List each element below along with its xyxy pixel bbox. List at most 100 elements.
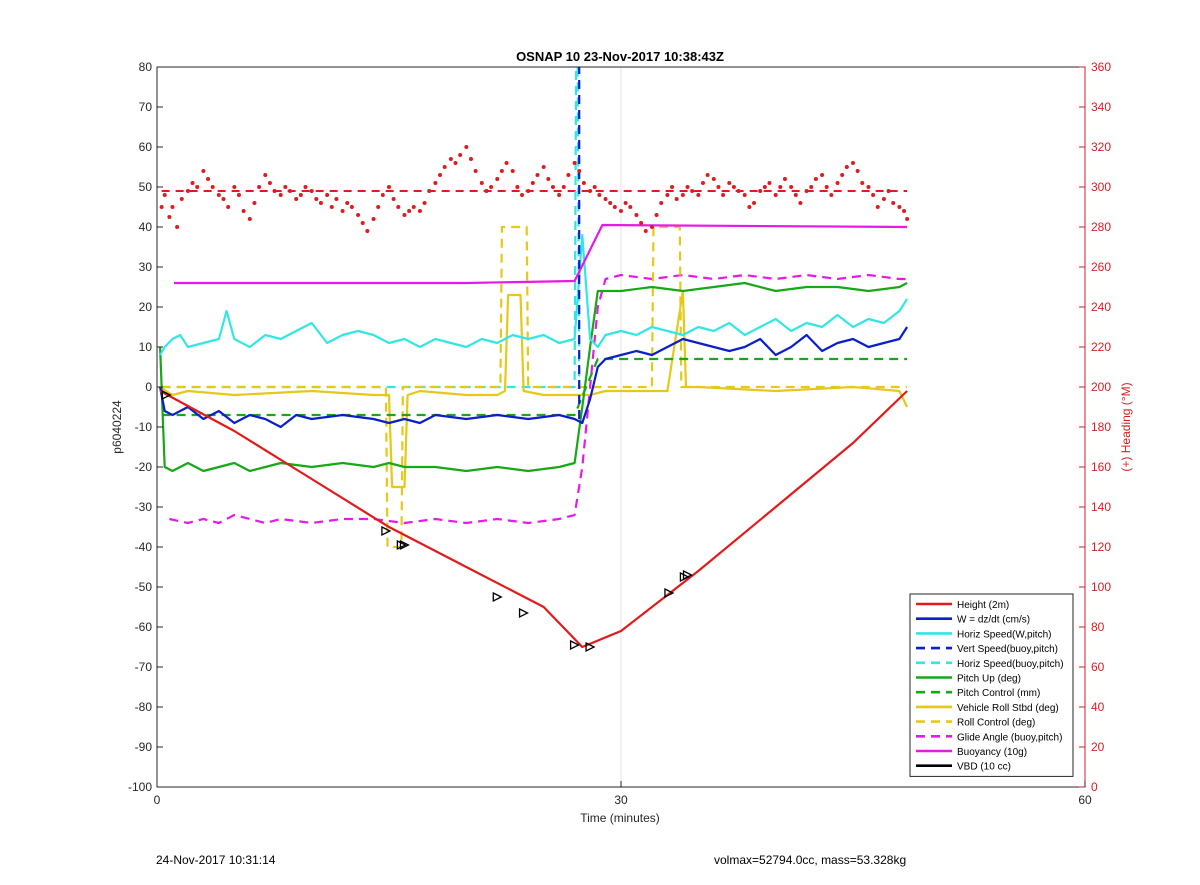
heading-point (711, 177, 716, 181)
heading-point (267, 181, 272, 185)
heading-point (391, 197, 396, 201)
legend-label: Height (2m) (957, 600, 1009, 611)
heading-point (619, 209, 623, 213)
series-buoyancy-10g (174, 223, 908, 285)
triangle-marker (492, 591, 503, 603)
heading-point (690, 189, 695, 193)
heading-point (345, 201, 350, 205)
heading-point (665, 193, 670, 197)
heading-point (442, 165, 447, 169)
heading-point (557, 193, 562, 197)
heading-point (247, 217, 252, 221)
heading-point (402, 213, 407, 217)
heading-point (236, 193, 241, 197)
y-tick-label: -20 (135, 460, 153, 474)
heading-point (731, 185, 736, 189)
y2-tick-label: 40 (1091, 700, 1105, 714)
series-glide-angle-buoy-pitch (169, 273, 908, 525)
heading-point (881, 197, 886, 201)
y-tick-label: -90 (135, 740, 153, 754)
heading-point (329, 205, 334, 209)
heading-point (628, 205, 633, 209)
heading-point (162, 193, 167, 197)
heading-point (572, 161, 577, 165)
y2-tick-label: 300 (1091, 180, 1111, 194)
heading-point (298, 193, 303, 197)
heading-point (515, 185, 520, 189)
heading-point (612, 205, 617, 209)
legend-box (909, 593, 1074, 777)
heading-point (643, 229, 648, 233)
heading-point (844, 165, 849, 169)
heading-point (360, 221, 365, 225)
y-tick-label: -70 (135, 660, 153, 674)
heading-point (396, 205, 401, 209)
heading-point (334, 197, 339, 201)
heading-point (597, 193, 602, 197)
heading-point (376, 205, 381, 209)
heading-point (747, 205, 752, 209)
heading-point (639, 221, 644, 225)
heading-point (758, 189, 763, 193)
legend: Height (2m) W = dz/dt (cm/s) Horiz Speed(W… (909, 593, 1074, 777)
axes: -100-90-80-70-60-50-40-30-20-10010203040… (128, 60, 1111, 807)
y2-tick-label: 120 (1091, 540, 1111, 554)
heading-point (905, 217, 910, 221)
heading-point (546, 177, 551, 181)
series-w-dz-dt-cm-s (159, 326, 909, 429)
heading-point (875, 205, 880, 209)
heading-point (263, 173, 268, 177)
heading-point (216, 193, 221, 197)
heading-point (891, 201, 896, 205)
heading-point (634, 213, 639, 217)
y-tick-label: 60 (139, 140, 153, 154)
legend-label: Pitch Up (deg) (957, 674, 1021, 685)
heading-point (387, 185, 391, 189)
legend-label: Roll Control (deg) (957, 718, 1035, 729)
heading-point (380, 193, 385, 197)
heading-point (727, 181, 732, 185)
y-tick-label: 40 (139, 220, 153, 234)
heading-point (448, 157, 453, 161)
series-pitch-up-deg (159, 281, 908, 473)
heading-point (670, 185, 675, 189)
heading-point (479, 181, 484, 185)
heading-point (680, 193, 685, 197)
heading-point (871, 193, 876, 197)
heading-point (866, 185, 871, 189)
heading-point (782, 177, 787, 181)
heading-point (577, 169, 582, 173)
legend-label: VBD (10 cc) (957, 762, 1011, 773)
heading-point (190, 181, 195, 185)
y2-tick-label: 220 (1091, 340, 1111, 354)
heading-point (473, 169, 478, 173)
x-tick-label: 0 (154, 793, 161, 807)
heading-point (902, 209, 907, 213)
heading-point (793, 193, 798, 197)
triangle-marker (518, 607, 530, 619)
heading-point (241, 209, 246, 213)
heading-point (581, 181, 586, 185)
y-tick-label: 0 (145, 380, 152, 394)
heading-point (504, 161, 509, 165)
heading-point (453, 161, 458, 165)
x-tick-label: 30 (614, 793, 628, 807)
heading-point (365, 229, 370, 233)
legend-label: Glide Angle (buoy,pitch) (957, 732, 1062, 743)
series-vehicle-roll-stbd-deg (159, 289, 909, 489)
heading-point (813, 177, 818, 181)
heading-point (654, 213, 659, 217)
heading-point (897, 205, 902, 209)
heading-point (411, 205, 416, 209)
heading-point (829, 193, 834, 197)
heading-point (167, 215, 172, 219)
heading-point (820, 173, 825, 177)
heading-point (170, 205, 175, 209)
heading-point (851, 161, 855, 165)
y-tick-label: 70 (139, 100, 153, 114)
heading-point (685, 185, 690, 189)
heading-point (767, 181, 772, 185)
y2-tick-label: 20 (1091, 740, 1105, 754)
heading-point (541, 165, 546, 169)
